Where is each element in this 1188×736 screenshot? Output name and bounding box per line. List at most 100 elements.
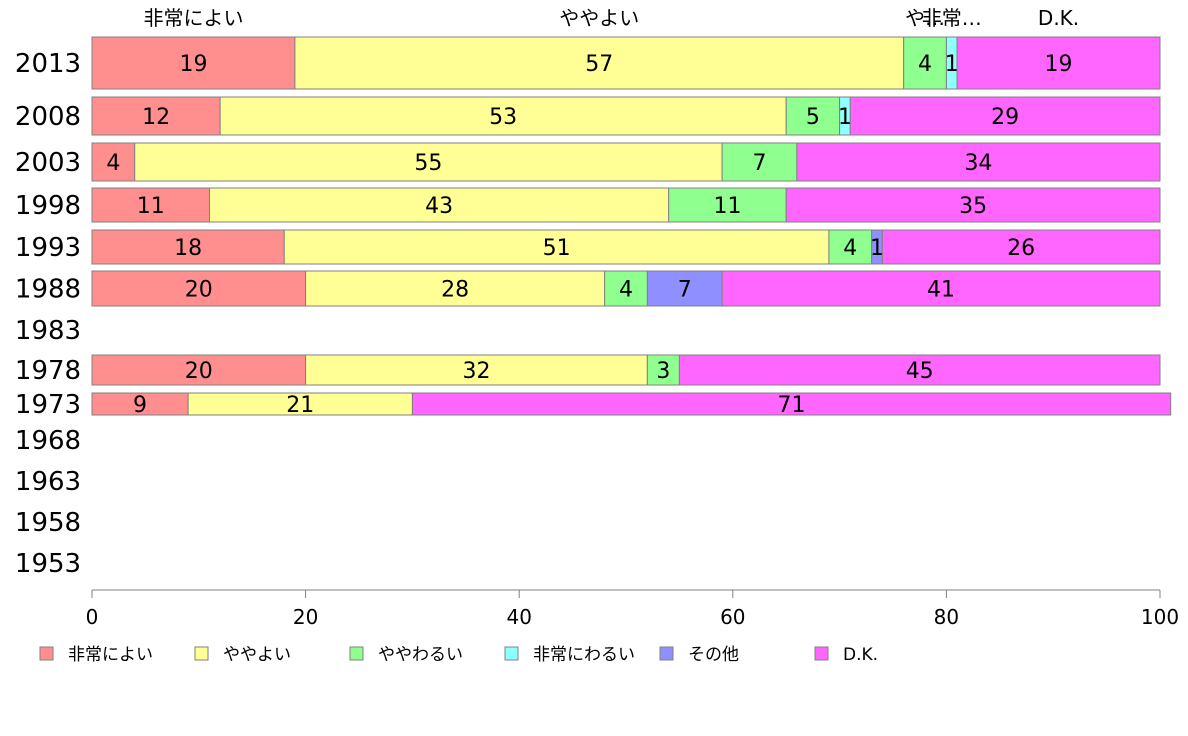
data-label-2013-series-2: 4	[918, 52, 932, 77]
data-label-2013-series-0: 19	[179, 52, 207, 77]
x-tick-label-0: 0	[86, 605, 99, 629]
bar-1978-series-5	[678, 354, 1161, 386]
data-label-2008-series-3: 1	[838, 105, 852, 130]
data-label-1978-series-0: 20	[185, 359, 213, 384]
data-label-2008-series-2: 5	[806, 105, 820, 130]
data-label-2013-series-3: 1	[945, 52, 959, 77]
legend-swatch-5	[814, 646, 829, 661]
bar-2013-series-0	[91, 36, 296, 90]
data-label-1993-series-2: 4	[843, 236, 857, 261]
top-label-2: や…	[905, 6, 945, 30]
data-label-2003-series-0: 4	[106, 151, 120, 176]
legend-swatch-4	[659, 646, 674, 661]
bar-1993-series-0	[91, 229, 285, 265]
bar-1988-series-4	[646, 270, 723, 307]
category-label-1963: 1963	[15, 467, 81, 497]
category-label-1988: 1988	[15, 275, 81, 305]
bar-2003-series-1	[134, 142, 723, 182]
bar-2013-series-2	[903, 36, 947, 90]
top-label-3: 非常…	[922, 6, 982, 30]
top-label-1: ややよい	[559, 6, 639, 30]
data-label-2003-series-5: 34	[964, 151, 992, 176]
category-label-1998: 1998	[15, 191, 81, 221]
data-label-2013-series-1: 57	[585, 52, 613, 77]
data-label-1993-series-1: 51	[543, 236, 571, 261]
data-label-2003-series-2: 7	[753, 151, 767, 176]
data-label-1998-series-0: 11	[137, 194, 165, 219]
bar-1978-series-0	[91, 354, 307, 386]
x-tick-label-100: 100	[1141, 605, 1179, 629]
data-label-1973-series-0: 9	[133, 393, 147, 418]
bar-2013-series-1	[294, 36, 905, 90]
category-label-1968: 1968	[15, 426, 81, 456]
data-label-2003-series-1: 55	[414, 151, 442, 176]
category-label-1978: 1978	[15, 356, 81, 386]
data-label-1998-series-5: 35	[959, 194, 987, 219]
bar-1998-series-2	[668, 187, 787, 223]
bar-1998-series-5	[785, 187, 1161, 223]
data-label-1998-series-1: 43	[425, 194, 453, 219]
bar-2003-series-5	[796, 142, 1161, 182]
data-label-1988-series-4: 7	[678, 278, 692, 303]
legend-label-2: ややわるい	[378, 645, 463, 665]
bar-1988-series-0	[91, 270, 307, 307]
legend-swatch-0	[39, 646, 54, 661]
x-tick-label-80: 80	[934, 605, 959, 629]
legend-swatch-1	[194, 646, 209, 661]
legend-label-0: 非常によい	[68, 645, 153, 665]
data-label-1978-series-1: 32	[462, 359, 490, 384]
x-tick-label-40: 40	[506, 605, 531, 629]
bar-1993-series-5	[881, 229, 1161, 265]
data-label-1973-series-5: 71	[778, 393, 806, 418]
top-label-0: 非常によい	[143, 6, 243, 30]
category-label-1973: 1973	[15, 390, 81, 420]
data-label-1988-series-2: 4	[619, 278, 633, 303]
bar-1998-series-1	[208, 187, 670, 223]
bar-2008-series-0	[91, 96, 221, 136]
bar-1998-series-0	[91, 187, 210, 223]
data-label-2013-series-5: 19	[1045, 52, 1073, 77]
legend-label-3: 非常にわるい	[533, 645, 635, 665]
legend-label-5: D.K.	[843, 645, 878, 665]
top-label-4: D.K.	[1038, 6, 1079, 30]
bar-1988-series-5	[721, 270, 1161, 307]
legend-swatch-2	[349, 646, 364, 661]
category-label-2003: 2003	[15, 148, 81, 178]
x-tick-label-20: 20	[293, 605, 318, 629]
data-label-1988-series-5: 41	[927, 278, 955, 303]
bar-2013-series-5	[956, 36, 1161, 90]
bar-2008-series-1	[219, 96, 787, 136]
data-label-1988-series-1: 28	[441, 278, 469, 303]
category-label-1953: 1953	[15, 549, 81, 579]
legend-label-4: その他	[688, 645, 739, 665]
category-label-1993: 1993	[15, 233, 81, 263]
bar-1978-series-2	[646, 354, 680, 386]
x-tick-label-60: 60	[720, 605, 745, 629]
data-label-1973-series-1: 21	[286, 393, 314, 418]
category-label-1983: 1983	[15, 316, 81, 346]
legend-swatch-3	[504, 646, 519, 661]
data-label-1993-series-5: 26	[1007, 236, 1035, 261]
bar-2008-series-5	[849, 96, 1161, 136]
data-label-1978-series-5: 45	[906, 359, 934, 384]
data-label-2008-series-1: 53	[489, 105, 517, 130]
bar-1978-series-1	[305, 354, 648, 386]
bar-2008-series-2	[785, 96, 841, 136]
bar-1973-series-5	[411, 392, 1172, 416]
data-label-1998-series-2: 11	[713, 194, 741, 219]
data-label-1993-series-4: 1	[870, 236, 884, 261]
legend-label-1: ややよい	[223, 645, 291, 665]
data-label-2008-series-5: 29	[991, 105, 1019, 130]
data-label-1978-series-2: 3	[656, 359, 670, 384]
bar-2003-series-2	[721, 142, 798, 182]
category-label-2013: 2013	[15, 49, 81, 79]
bar-1993-series-1	[283, 229, 830, 265]
data-label-1993-series-0: 18	[174, 236, 202, 261]
data-label-1988-series-0: 20	[185, 278, 213, 303]
category-label-1958: 1958	[15, 508, 81, 538]
bar-1993-series-2	[828, 229, 873, 265]
category-label-2008: 2008	[15, 102, 81, 132]
data-label-2008-series-0: 12	[142, 105, 170, 130]
